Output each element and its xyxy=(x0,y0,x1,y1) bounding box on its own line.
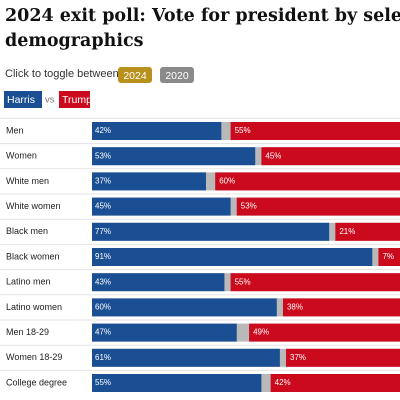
bar xyxy=(92,122,222,140)
value-label: 91% xyxy=(95,252,111,261)
category-label: Black women xyxy=(6,251,60,261)
bar xyxy=(92,222,330,241)
bar xyxy=(282,298,400,317)
value-label: 53% xyxy=(241,202,257,211)
bar xyxy=(92,273,225,292)
toggle-button[interactable] xyxy=(118,67,152,83)
category-label: Black men xyxy=(6,226,48,236)
value-label: 42% xyxy=(275,378,291,387)
value-label: 21% xyxy=(339,227,355,236)
bar xyxy=(92,172,206,191)
value-label: 55% xyxy=(95,378,111,387)
legend-swatch xyxy=(59,91,90,108)
category-label: Women xyxy=(6,151,37,161)
value-label: 55% xyxy=(235,126,251,135)
legend-label: Trump xyxy=(62,94,92,106)
bar xyxy=(92,248,373,266)
value-label: 47% xyxy=(95,328,111,337)
bar xyxy=(92,147,256,166)
value-label: 60% xyxy=(95,303,111,312)
bar xyxy=(261,147,400,166)
value-label: 49% xyxy=(253,328,269,337)
value-label: 45% xyxy=(95,202,111,211)
toggle-label: Click to toggle between: xyxy=(5,68,122,80)
legend-label: Harris xyxy=(7,94,35,106)
bar xyxy=(378,248,400,266)
category-label: White men xyxy=(6,176,49,186)
category-label: Men 18-29 xyxy=(6,327,49,337)
toggle-button-label[interactable]: 2024 xyxy=(123,70,147,82)
category-label: Women 18-29 xyxy=(6,352,62,362)
value-label: 37% xyxy=(290,353,306,362)
bar xyxy=(92,197,231,216)
value-label: 37% xyxy=(95,177,111,186)
bar xyxy=(236,197,400,216)
chart-title: 2024 exit poll: Vote for president by se… xyxy=(5,6,400,51)
category-label: Latino women xyxy=(6,302,62,312)
bar xyxy=(92,323,237,342)
bar xyxy=(92,374,262,392)
bar xyxy=(92,348,280,367)
bar xyxy=(92,298,277,317)
value-label: 7% xyxy=(382,252,394,261)
value-label: 42% xyxy=(95,126,111,135)
title-line: demographics xyxy=(5,31,144,51)
bar xyxy=(230,273,400,292)
category-label: Latino men xyxy=(6,277,51,287)
legend-swatch xyxy=(4,91,42,108)
value-label: 43% xyxy=(95,277,111,286)
bar xyxy=(230,122,400,140)
category-label: Men xyxy=(6,125,24,135)
toggle-button-label[interactable]: 2020 xyxy=(165,70,189,82)
value-label: 60% xyxy=(219,177,235,186)
value-label: 45% xyxy=(265,151,281,160)
legend-separator: vs xyxy=(45,95,55,106)
category-label: White women xyxy=(6,201,61,211)
value-label: 38% xyxy=(287,303,303,312)
bar xyxy=(249,323,400,342)
bar xyxy=(335,222,400,241)
value-label: 53% xyxy=(95,151,111,160)
toggle-button[interactable] xyxy=(160,67,194,83)
value-label: 55% xyxy=(235,277,251,286)
value-label: 61% xyxy=(95,353,111,362)
bar xyxy=(286,348,400,367)
bar xyxy=(215,172,400,191)
category-label: College degree xyxy=(6,377,67,387)
title-line: 2024 exit poll: Vote for president by se… xyxy=(5,6,400,26)
bar xyxy=(270,374,400,392)
value-label: 77% xyxy=(95,227,111,236)
